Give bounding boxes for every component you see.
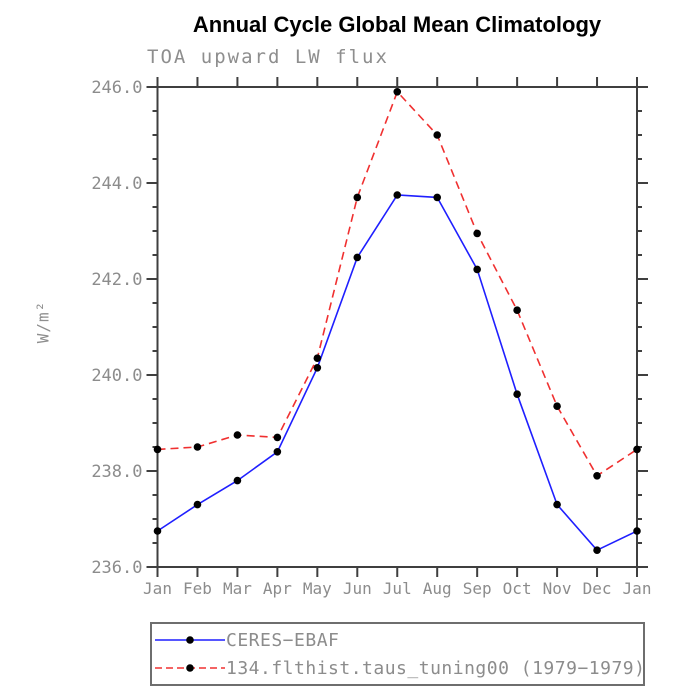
x-tick-label: Aug [423, 579, 452, 598]
data-point-marker [393, 88, 402, 96]
series-line-0 [157, 194, 638, 552]
data-point-marker [433, 131, 442, 139]
y-tick-label: 240.0 [91, 366, 142, 386]
y-tick-label: 242.0 [91, 270, 142, 290]
axis-ticks [146, 77, 648, 577]
data-point-marker [473, 229, 481, 238]
x-tick-label: Jan [143, 579, 172, 598]
x-tick-label: Jan [623, 579, 652, 598]
data-point-marker [513, 306, 521, 315]
data-point-marker [393, 191, 402, 199]
data-point-marker [353, 253, 362, 262]
legend-line-sample-solid-icon [155, 636, 225, 644]
y-tick-label: 236.0 [91, 558, 142, 578]
data-point-marker [313, 354, 322, 363]
data-point-marker [273, 448, 282, 456]
data-point-marker [193, 500, 202, 509]
x-tick-label: Apr [263, 579, 292, 598]
x-tick-label: Mar [223, 579, 252, 598]
data-point-marker [153, 445, 162, 454]
x-tick-label: Nov [543, 579, 572, 598]
data-point-marker [353, 193, 362, 202]
data-point-marker [473, 265, 481, 274]
data-point-marker [593, 546, 601, 554]
y-tick-label: 238.0 [91, 462, 142, 482]
x-tick-label: Oct [503, 579, 532, 598]
x-tick-label: May [303, 579, 332, 598]
data-point-marker [273, 433, 282, 442]
legend-item-model-run: 134.flthist.taus_tuning00 (1979−1979) [154, 657, 646, 680]
chart-subtitle: TOA upward LW flux [147, 46, 389, 68]
data-point-marker [233, 431, 242, 439]
data-point-marker [593, 472, 601, 480]
y-tick-label: 244.0 [91, 174, 142, 194]
x-tick-label: Jul [383, 579, 412, 598]
axis-tick-labels: Jan Feb Mar Apr May Jun Jul Aug Sep Oct Nov Dec Jan2… [91, 78, 651, 598]
legend-box: CERES−EBAF 134.flthist.taus_tuning00 (19… [150, 622, 645, 686]
series-line-1 [157, 90, 638, 477]
x-tick-label: Feb [183, 579, 212, 598]
data-point-marker [553, 402, 561, 411]
legend-line-sample-dashed-icon [155, 664, 225, 672]
x-tick-label: Sep [463, 579, 492, 598]
chart-title: Annual Cycle Global Mean Climatology [192, 12, 602, 37]
legend-item-ceres-ebaf: CERES−EBAF [154, 629, 643, 652]
x-tick-label: Jun [343, 579, 372, 598]
data-point-marker [633, 527, 641, 535]
y-tick-label: 246.0 [91, 78, 142, 98]
data-point-marker [433, 193, 442, 202]
plot-frame [156, 86, 638, 568]
legend-label: 134.flthist.taus_tuning00 (1979−1979) [226, 657, 646, 679]
data-point-marker [633, 445, 641, 454]
legend-label: CERES−EBAF [226, 629, 340, 651]
data-point-marker [553, 500, 561, 509]
data-point-marker [193, 443, 202, 451]
data-point-marker [233, 476, 242, 485]
x-tick-label: Dec [583, 579, 612, 598]
data-point-marker [513, 390, 521, 399]
data-point-marker [153, 527, 162, 535]
data-point-marker [313, 364, 322, 372]
